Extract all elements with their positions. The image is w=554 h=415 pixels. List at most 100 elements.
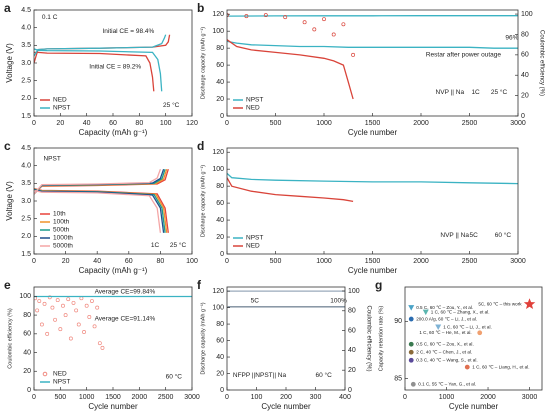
legend-label: NED xyxy=(53,97,67,104)
y-axis-label: Coulombic efficiency (%) xyxy=(7,308,13,369)
plot-area xyxy=(34,295,192,350)
y-tick-label: 3.5 xyxy=(21,180,31,187)
x-tick-label: 1000 xyxy=(79,394,95,401)
series-line xyxy=(227,306,345,309)
legend-swatch xyxy=(42,371,48,377)
x-tick-label: 60 xyxy=(109,120,117,127)
point-label: 2 C, 40 ℃ – Chen, J., et al. xyxy=(416,349,472,354)
x-tick-label: 200 xyxy=(280,394,292,401)
marker xyxy=(39,322,44,327)
annotation: Initial CE = 98.4% xyxy=(102,28,154,35)
y-tick-label: 4.5 xyxy=(21,7,31,14)
panel-label: f xyxy=(197,278,202,292)
panel-label: b xyxy=(197,1,204,15)
y-tick-label: 60 xyxy=(216,337,224,344)
x-tick-label: 20 xyxy=(56,120,64,127)
x-tick-label: 400 xyxy=(339,394,351,401)
annotation: 25 °C xyxy=(163,101,180,109)
panel: c 0 20 40 60 80 100 1.5 2.0 2.5 3.0 3.5 4.0 4.5 Capaci… xyxy=(4,139,198,275)
annotation: 60 °C xyxy=(495,231,512,239)
y-tick-label: 120 xyxy=(212,149,224,156)
annotation: 100% xyxy=(330,298,347,305)
y-tick-label: 20 xyxy=(23,368,31,375)
x-tick-label: 0 xyxy=(225,394,229,401)
y2-tick-label: 100 xyxy=(521,11,533,18)
x-tick-label: 2500 xyxy=(462,120,478,127)
y-axis-label: Discharge capacity (mAh g⁻¹) xyxy=(200,27,206,99)
series-line xyxy=(227,172,518,185)
x-tick-label: 0 xyxy=(403,394,407,401)
x-tick-label: 2000 xyxy=(480,394,496,401)
marker xyxy=(37,299,42,303)
x-axis-label: Capacity (mAh g⁻¹) xyxy=(79,128,148,137)
x-tick-label: 1500 xyxy=(105,394,121,401)
marker xyxy=(410,381,416,387)
marker xyxy=(351,52,356,57)
annotation: 5C xyxy=(251,298,260,305)
x-tick-label: 3000 xyxy=(510,120,526,127)
point-label: 0.3 C, 40 ℃ – Wang, S., et al. xyxy=(416,357,477,362)
x-tick-label: 1500 xyxy=(365,258,381,265)
x-tick-label: 0 xyxy=(225,258,229,265)
y-axis-label: Voltage (V) xyxy=(5,43,14,83)
y-tick-label: 3.5 xyxy=(21,42,31,49)
x-tick-label: 20 xyxy=(62,258,70,265)
y-tick-label: 20 xyxy=(216,96,224,103)
marker xyxy=(283,15,288,20)
plot-area xyxy=(227,290,345,309)
marker xyxy=(95,305,100,310)
panel-label: c xyxy=(4,139,11,153)
x-axis-label: Capacity (mAh g⁻¹) xyxy=(79,266,148,275)
y-tick-label: 60 xyxy=(216,62,224,69)
series-line xyxy=(34,168,162,233)
x-tick-label: 100 xyxy=(251,394,263,401)
x-axis-label: Cycle number xyxy=(88,402,138,411)
marker xyxy=(227,13,229,18)
y2-axis-label: Coulombic efficiency (%) xyxy=(365,306,371,372)
marker xyxy=(422,309,429,316)
y-tick-label: 80 xyxy=(216,45,224,52)
panel-label: e xyxy=(4,278,11,292)
marker xyxy=(263,13,268,18)
y-tick-label: 80 xyxy=(23,312,31,319)
marker xyxy=(84,303,89,308)
y-tick-label: 100 xyxy=(19,293,31,300)
marker xyxy=(74,308,79,313)
plot-area xyxy=(34,168,169,233)
annotation: NVP || Na xyxy=(436,89,465,96)
marker xyxy=(66,297,71,302)
y-tick-label: 100 xyxy=(212,166,224,173)
legend-label: 1000th xyxy=(53,235,73,242)
annotation: 5C xyxy=(470,232,479,239)
x-tick-label: 100 xyxy=(186,258,198,265)
y-tick-label: 20 xyxy=(216,234,224,241)
y-tick-label: 3.0 xyxy=(21,60,31,67)
panel: g 0 1000 2000 3000 85 90 Cycle number Capacity r… xyxy=(375,278,543,411)
marker xyxy=(464,364,470,370)
x-axis-label: Cycle number xyxy=(261,402,311,411)
series-line xyxy=(34,48,163,92)
annotation: Average CE=99.84% xyxy=(95,288,156,295)
marker xyxy=(523,298,536,309)
x-tick-label: 1500 xyxy=(365,120,381,127)
x-tick-label: 60 xyxy=(125,258,133,265)
y-tick-label: 1.5 xyxy=(21,251,31,258)
point-label: 0.1 C, 55 ℃ – Yan, G., et al. xyxy=(418,381,476,386)
annotation: Restar after power outage xyxy=(426,52,502,59)
marker xyxy=(76,322,81,327)
y-tick-label: 1.5 xyxy=(21,113,31,120)
y2-tick-label: 20 xyxy=(348,367,356,374)
marker xyxy=(341,22,346,27)
y-tick-label: 80 xyxy=(216,321,224,328)
y2-tick-label: 0 xyxy=(521,113,525,120)
marker xyxy=(302,20,307,25)
y2-tick-label: 0 xyxy=(348,387,352,394)
annotation: 1C xyxy=(151,242,160,249)
y-tick-label: 4.0 xyxy=(21,163,31,170)
marker xyxy=(55,298,60,303)
y2-tick-label: 80 xyxy=(348,308,356,315)
x-tick-label: 2000 xyxy=(413,258,429,265)
series-line xyxy=(34,51,155,92)
x-tick-label: 2000 xyxy=(413,120,429,127)
